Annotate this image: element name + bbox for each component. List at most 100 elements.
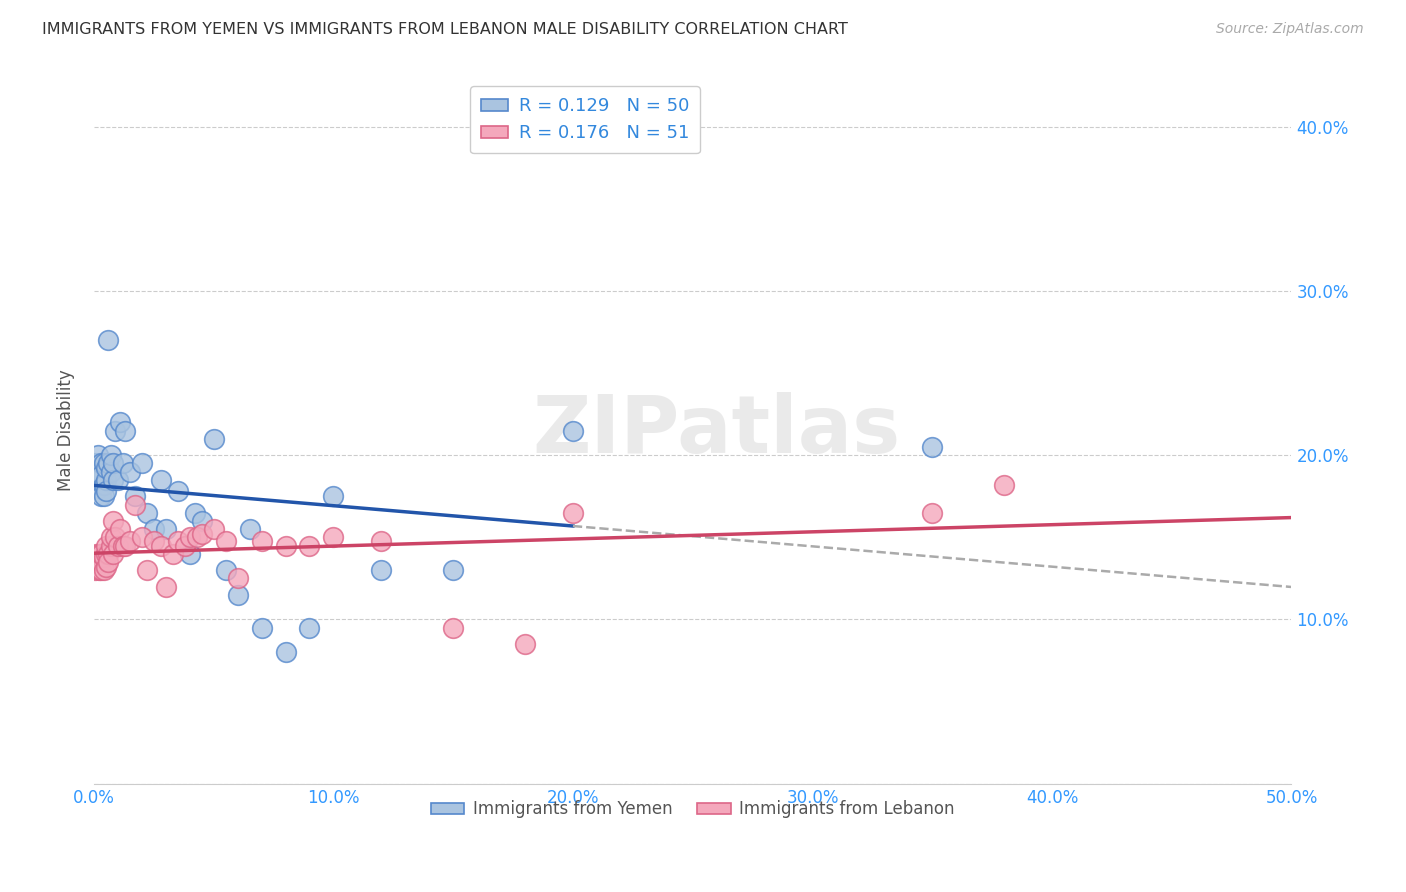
Point bbox=[441, 621, 464, 635]
Point bbox=[90, 467, 112, 482]
Point bbox=[274, 645, 297, 659]
Point bbox=[298, 621, 321, 635]
Point bbox=[100, 539, 122, 553]
Point bbox=[90, 547, 112, 561]
Point bbox=[150, 473, 173, 487]
Point bbox=[93, 550, 115, 565]
Y-axis label: Male Disability: Male Disability bbox=[58, 369, 75, 491]
Point bbox=[100, 465, 122, 479]
Point bbox=[94, 473, 117, 487]
Point bbox=[214, 533, 236, 548]
Point bbox=[921, 440, 943, 454]
Point bbox=[561, 424, 583, 438]
Point bbox=[135, 563, 157, 577]
Point bbox=[202, 522, 225, 536]
Point bbox=[322, 530, 344, 544]
Point bbox=[90, 457, 112, 471]
Point bbox=[162, 547, 184, 561]
Point bbox=[150, 539, 173, 553]
Point bbox=[86, 465, 108, 479]
Point bbox=[114, 539, 136, 553]
Point bbox=[107, 539, 129, 553]
Point bbox=[94, 484, 117, 499]
Point bbox=[101, 457, 124, 471]
Point bbox=[155, 522, 177, 536]
Point bbox=[142, 522, 165, 536]
Point bbox=[183, 506, 205, 520]
Point bbox=[298, 539, 321, 553]
Point bbox=[118, 533, 141, 548]
Point bbox=[250, 621, 273, 635]
Point bbox=[118, 465, 141, 479]
Point bbox=[94, 539, 117, 553]
Point bbox=[101, 514, 124, 528]
Point bbox=[100, 530, 122, 544]
Point bbox=[370, 563, 392, 577]
Point bbox=[86, 448, 108, 462]
Point bbox=[186, 530, 208, 544]
Point bbox=[166, 484, 188, 499]
Point bbox=[97, 333, 120, 347]
Point bbox=[135, 506, 157, 520]
Point bbox=[441, 563, 464, 577]
Point bbox=[111, 539, 134, 553]
Text: IMMIGRANTS FROM YEMEN VS IMMIGRANTS FROM LEBANON MALE DISABILITY CORRELATION CHA: IMMIGRANTS FROM YEMEN VS IMMIGRANTS FROM… bbox=[42, 22, 848, 37]
Point bbox=[93, 563, 115, 577]
Point bbox=[239, 522, 262, 536]
Point bbox=[110, 522, 132, 536]
Point bbox=[226, 571, 249, 585]
Point bbox=[104, 424, 127, 438]
Point bbox=[131, 530, 153, 544]
Point bbox=[513, 637, 536, 651]
Point bbox=[104, 530, 127, 544]
Point bbox=[90, 489, 112, 503]
Point bbox=[921, 506, 943, 520]
Point bbox=[274, 539, 297, 553]
Point bbox=[93, 489, 115, 503]
Point bbox=[86, 555, 108, 569]
Point bbox=[84, 563, 107, 577]
Point bbox=[101, 547, 124, 561]
Point bbox=[87, 563, 110, 577]
Point bbox=[111, 457, 134, 471]
Point bbox=[561, 506, 583, 520]
Point bbox=[993, 477, 1015, 491]
Point bbox=[84, 457, 107, 471]
Point bbox=[370, 533, 392, 548]
Point bbox=[86, 473, 108, 487]
Point bbox=[179, 530, 201, 544]
Point bbox=[124, 489, 146, 503]
Point bbox=[155, 580, 177, 594]
Point bbox=[87, 465, 110, 479]
Point bbox=[250, 533, 273, 548]
Point bbox=[97, 457, 120, 471]
Text: ZIPatlas: ZIPatlas bbox=[533, 392, 901, 469]
Point bbox=[166, 533, 188, 548]
Point bbox=[322, 489, 344, 503]
Point bbox=[97, 555, 120, 569]
Legend: Immigrants from Yemen, Immigrants from Lebanon: Immigrants from Yemen, Immigrants from L… bbox=[425, 794, 962, 825]
Point bbox=[107, 473, 129, 487]
Point bbox=[97, 547, 120, 561]
Point bbox=[190, 514, 212, 528]
Point bbox=[214, 563, 236, 577]
Point bbox=[90, 563, 112, 577]
Point bbox=[226, 588, 249, 602]
Point bbox=[93, 457, 115, 471]
Point bbox=[101, 473, 124, 487]
Point bbox=[86, 547, 108, 561]
Point bbox=[94, 560, 117, 574]
Point bbox=[87, 555, 110, 569]
Point bbox=[87, 481, 110, 495]
Point bbox=[131, 457, 153, 471]
Point bbox=[179, 547, 201, 561]
Point bbox=[94, 461, 117, 475]
Point bbox=[94, 547, 117, 561]
Point bbox=[142, 533, 165, 548]
Point bbox=[114, 424, 136, 438]
Point bbox=[100, 448, 122, 462]
Point bbox=[93, 477, 115, 491]
Point bbox=[124, 498, 146, 512]
Point bbox=[110, 416, 132, 430]
Point bbox=[87, 473, 110, 487]
